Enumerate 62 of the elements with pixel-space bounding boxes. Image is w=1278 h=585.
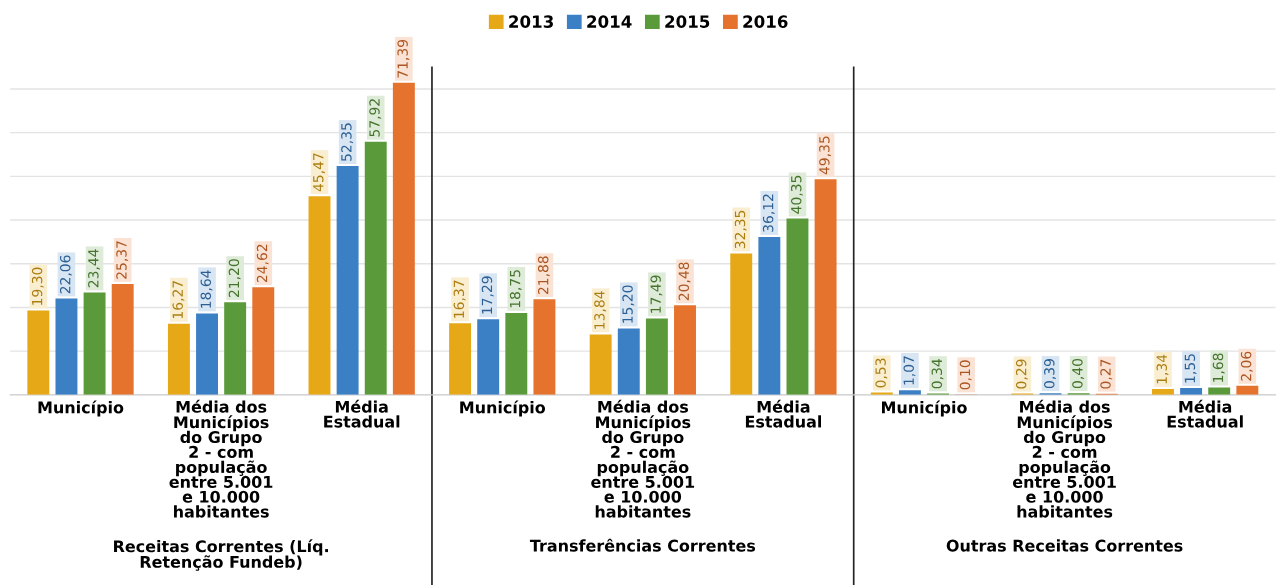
data-label: 1,07 bbox=[903, 356, 916, 385]
data-label: 52,35 bbox=[341, 123, 354, 161]
x-tick-label: Média dos Municípios do Grupo 2 - com população entre 5.001 e 10.000 habitantes bbox=[1012, 399, 1116, 518]
bar bbox=[111, 284, 134, 395]
x-tick-label: Município bbox=[38, 400, 124, 417]
data-label: 32,35 bbox=[734, 210, 747, 249]
data-label: 23,44 bbox=[88, 249, 101, 288]
data-label: 0,27 bbox=[1100, 359, 1113, 389]
bar bbox=[224, 302, 247, 395]
data-label: 25,37 bbox=[116, 241, 129, 279]
data-label: 0,34 bbox=[931, 359, 944, 389]
x-tick-label: Média dos Municípios do Grupo 2 - com população entre 5.001 e 10.000 habitantes bbox=[169, 399, 273, 518]
data-label: 16,27 bbox=[172, 281, 185, 319]
data-label: 21,20 bbox=[228, 259, 241, 298]
data-label: 0,10 bbox=[959, 360, 972, 390]
data-label: 36,12 bbox=[762, 194, 775, 232]
bar bbox=[336, 166, 359, 395]
text: Receitas Correntes (Líq. Retenção Fundeb) bbox=[114, 539, 328, 571]
x-tick-label: Média dos Municípios do Grupo 2 - com população entre 5.001 e 10.000 habitantes bbox=[591, 399, 695, 518]
text: Outras Receitas Correntes bbox=[946, 539, 1183, 552]
x-tick-label: Média Estadual bbox=[745, 399, 822, 428]
bar bbox=[83, 292, 106, 395]
legend-label: 2016 bbox=[743, 15, 788, 28]
data-label: 0,29 bbox=[1015, 359, 1028, 389]
data-label: 17,29 bbox=[481, 276, 494, 314]
data-label: 2,06 bbox=[1240, 351, 1253, 381]
data-label: 24,62 bbox=[256, 244, 269, 283]
bar bbox=[505, 312, 528, 395]
data-label: 15,20 bbox=[622, 285, 635, 323]
data-label: 22,06 bbox=[59, 255, 72, 294]
x-tick-label: Município bbox=[881, 400, 967, 417]
bar bbox=[814, 179, 837, 395]
data-label: 0,39 bbox=[1044, 359, 1056, 389]
data-label: 17,49 bbox=[650, 275, 663, 313]
data-label: 1,34 bbox=[1156, 354, 1169, 384]
data-label: 40,35 bbox=[791, 175, 803, 214]
bar bbox=[674, 305, 696, 395]
data-label: 1,55 bbox=[1184, 354, 1197, 383]
data-label: 0,40 bbox=[1072, 358, 1085, 389]
x-tick-label: Média Estadual bbox=[324, 399, 400, 428]
data-label: 13,84 bbox=[594, 291, 607, 329]
x-tick-label: Município bbox=[460, 400, 546, 417]
bar bbox=[392, 82, 415, 395]
data-label: 18,75 bbox=[509, 270, 522, 308]
legend-label: 2015 bbox=[665, 15, 710, 28]
data-label: 20,48 bbox=[678, 262, 691, 301]
data-label: 57,92 bbox=[369, 99, 382, 137]
data-label: 49,35 bbox=[819, 136, 832, 175]
x-tick-label: Média Estadual bbox=[1167, 399, 1243, 428]
data-label: 0,53 bbox=[875, 358, 888, 388]
data-label: 1,68 bbox=[1212, 353, 1225, 382]
legend-label: 2014 bbox=[587, 15, 632, 28]
bar bbox=[730, 253, 753, 395]
legend-label: 2013 bbox=[509, 15, 553, 28]
data-label: 16,37 bbox=[453, 280, 466, 318]
data-label: 21,88 bbox=[537, 256, 550, 295]
data-label: 18,64 bbox=[200, 270, 213, 308]
data-label: 19,30 bbox=[31, 267, 44, 305]
data-label: 71,39 bbox=[397, 39, 410, 78]
data-label: 45,47 bbox=[313, 153, 325, 192]
text: Transferências Correntes bbox=[529, 538, 756, 552]
bar bbox=[252, 287, 275, 395]
